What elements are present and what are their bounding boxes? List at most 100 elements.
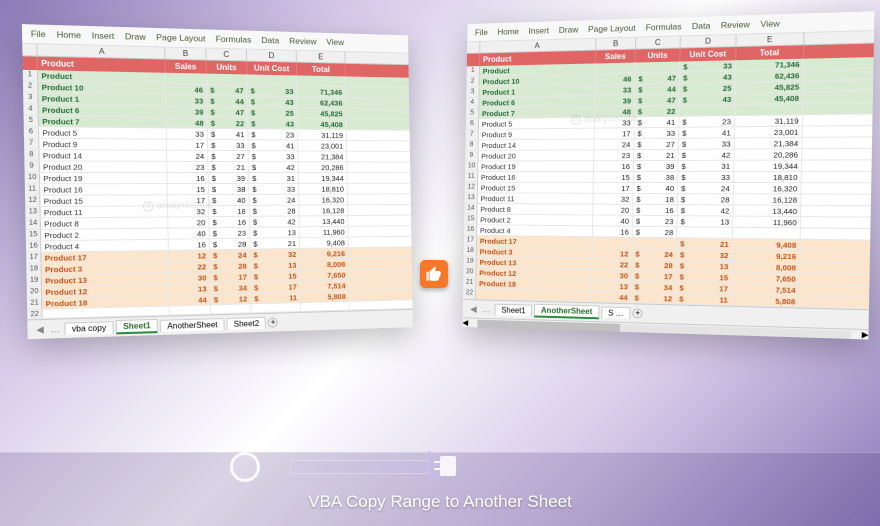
cell-unit-cost[interactable]: 42 — [249, 162, 299, 172]
cell-unit-cost[interactable]: 13 — [677, 216, 733, 227]
column-header-D[interactable]: D — [247, 50, 297, 62]
cell-product[interactable]: Product 20 — [40, 161, 168, 171]
sheet-tab-vba-copy[interactable]: vba copy — [64, 321, 113, 335]
row-number[interactable]: 6 — [466, 119, 479, 129]
cell-unit-cost[interactable]: 17 — [251, 281, 301, 292]
cell-unit-cost[interactable]: 33 — [249, 184, 299, 194]
row-number[interactable]: 1 — [467, 66, 480, 76]
row-number[interactable]: 11 — [25, 184, 40, 194]
cell-unit-cost[interactable]: 28 — [678, 194, 734, 204]
cell-sales[interactable]: 33 — [167, 128, 208, 138]
cell-total[interactable]: 16,128 — [734, 194, 802, 205]
ribbon-tab-page-layout[interactable]: Page Layout — [156, 32, 205, 43]
row-number[interactable]: 21 — [27, 298, 42, 309]
row-number[interactable]: 17 — [464, 236, 477, 246]
cell-sales[interactable]: 17 — [595, 128, 635, 138]
cell-unit-cost[interactable]: 33 — [679, 138, 735, 148]
cell-sales[interactable]: 40 — [168, 228, 209, 239]
cell-total[interactable]: 21,384 — [735, 138, 803, 149]
cell-unit-cost[interactable]: 11 — [676, 293, 732, 304]
cell-sales[interactable]: 30 — [592, 270, 632, 281]
cell-units[interactable]: 18 — [209, 206, 250, 216]
cell-units[interactable]: 47 — [207, 107, 248, 118]
cell-product[interactable]: Product 14 — [479, 139, 595, 150]
cell-units[interactable]: 39 — [634, 161, 679, 171]
cell-total[interactable]: 20,286 — [299, 162, 348, 172]
row-number[interactable]: 15 — [26, 230, 41, 241]
row-number[interactable]: 3 — [23, 93, 38, 104]
cell-sales[interactable]: 24 — [594, 139, 634, 149]
row-number[interactable]: 9 — [24, 161, 39, 171]
cell-units[interactable]: 44 — [635, 84, 680, 95]
cell-unit-cost[interactable] — [247, 74, 297, 85]
ribbon-tab-view[interactable]: View — [326, 37, 344, 47]
column-header-corner[interactable] — [467, 42, 480, 53]
cell-units[interactable]: 28 — [632, 260, 677, 271]
cell-product[interactable]: Product 8 — [41, 217, 169, 228]
row-number[interactable]: 10 — [25, 173, 40, 183]
cell-product[interactable]: Product 14 — [39, 150, 167, 161]
row-number[interactable]: 20 — [27, 287, 42, 298]
column-header-E[interactable]: E — [297, 51, 346, 63]
cell-total[interactable]: 18,810 — [734, 172, 802, 182]
cell-total[interactable]: 8,008 — [300, 259, 349, 270]
sheet-tab-s-[interactable]: S … — [601, 306, 631, 319]
cell-units[interactable] — [632, 238, 677, 249]
cell-units[interactable]: 23 — [210, 228, 251, 238]
cell-unit-cost[interactable]: 33 — [249, 151, 299, 161]
ribbon-tab-file[interactable]: File — [31, 28, 46, 39]
cell-sales[interactable]: 44 — [170, 294, 211, 305]
sheet-tab-sheet1[interactable]: Sheet1 — [495, 304, 533, 317]
ribbon-tab-insert[interactable]: Insert — [92, 30, 115, 41]
cell-product[interactable]: Product 5 — [39, 127, 167, 138]
cell-unit-cost[interactable] — [679, 105, 735, 116]
cell-total[interactable]: 71,346 — [736, 59, 804, 71]
cell-units[interactable]: 47 — [207, 85, 248, 96]
cell-total[interactable]: 19,344 — [299, 173, 348, 183]
cell-total[interactable] — [733, 228, 801, 239]
cell-unit-cost[interactable]: 23 — [679, 116, 735, 127]
row-number[interactable]: 19 — [463, 257, 476, 267]
row-number[interactable]: 1 — [23, 70, 38, 81]
cell-product[interactable]: Product 1 — [479, 85, 595, 97]
row-number[interactable]: 4 — [466, 98, 479, 108]
cell-sales[interactable]: 30 — [169, 272, 210, 283]
cell-total[interactable]: 7,514 — [301, 280, 350, 291]
cell-total[interactable]: 16,128 — [299, 205, 348, 215]
cell-total[interactable]: 13,440 — [733, 205, 801, 216]
cell-unit-cost[interactable]: 33 — [678, 172, 734, 182]
cell-sales[interactable]: 20 — [593, 205, 633, 215]
new-sheet-button[interactable]: + — [268, 318, 278, 328]
cell-total[interactable]: 11,960 — [300, 227, 349, 237]
cell-total[interactable]: 23,001 — [298, 141, 347, 151]
cell-units[interactable]: 16 — [633, 205, 678, 215]
cell-total[interactable]: 62,436 — [736, 70, 804, 82]
cell-sales[interactable]: 16 — [593, 226, 633, 236]
cell-total[interactable]: 19,344 — [734, 161, 802, 171]
cell-units[interactable]: 34 — [632, 281, 677, 292]
column-header-C[interactable]: C — [206, 49, 247, 61]
cell-total[interactable]: 45,408 — [735, 93, 803, 104]
cell-unit-cost[interactable]: 15 — [676, 271, 732, 282]
cell-product[interactable]: Product 16 — [40, 184, 168, 195]
scroll-right-icon[interactable]: ▶ — [862, 330, 869, 340]
cell-unit-cost[interactable]: 13 — [250, 227, 300, 237]
cell-units[interactable]: 21 — [634, 150, 679, 160]
cell-units[interactable]: 24 — [210, 250, 251, 261]
cell-units[interactable]: 21 — [208, 162, 249, 172]
cell-sales[interactable]: 16 — [167, 173, 208, 183]
cell-sales[interactable] — [593, 237, 633, 247]
row-number[interactable]: 22 — [27, 310, 42, 319]
cell-units[interactable]: 41 — [635, 117, 680, 127]
cell-units[interactable]: 41 — [208, 129, 249, 139]
cell-sales[interactable]: 22 — [592, 259, 632, 270]
cell-units[interactable]: 34 — [211, 282, 252, 293]
row-number[interactable]: 12 — [25, 196, 40, 206]
cell-product[interactable]: Product 9 — [39, 139, 167, 150]
scroll-left-icon[interactable]: ◀ — [462, 318, 468, 327]
row-number[interactable]: 11 — [465, 172, 478, 182]
cell-unit-cost[interactable]: 42 — [250, 216, 300, 226]
cell-product[interactable]: Product 16 — [478, 172, 594, 182]
cell-total[interactable]: 21,384 — [298, 151, 347, 161]
row-number[interactable]: 8 — [24, 150, 39, 160]
